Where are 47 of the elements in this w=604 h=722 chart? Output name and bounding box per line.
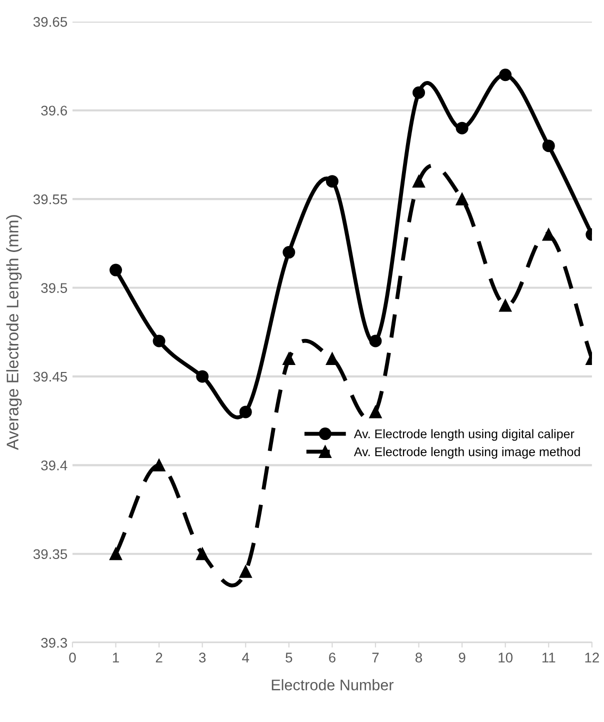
y-tick-label: 39.35 xyxy=(33,549,68,560)
legend-label: Av. Electrode length using digital caliper xyxy=(354,429,574,441)
y-tick-label: 39.45 xyxy=(33,372,68,382)
y-tick-label: 39.6 xyxy=(41,106,68,116)
x-tick-label: 11 xyxy=(542,652,556,662)
x-tick-label: 1 xyxy=(112,652,119,662)
point xyxy=(326,352,338,365)
x-tick-label: 3 xyxy=(199,652,206,663)
point xyxy=(499,68,512,82)
point xyxy=(542,228,555,241)
point xyxy=(152,458,166,472)
point xyxy=(282,352,296,365)
point xyxy=(196,548,209,560)
x-axis-title: Electrode Number xyxy=(272,679,394,690)
point xyxy=(239,406,252,418)
y-tick-label: 39.4 xyxy=(41,460,68,470)
x-tick-label: 0 xyxy=(69,652,76,663)
x-tick-label: 6 xyxy=(329,652,336,663)
point xyxy=(456,122,468,134)
y-tick-label: 39.65 xyxy=(33,16,68,27)
x-tick-label: 7 xyxy=(372,652,379,662)
point xyxy=(152,334,166,348)
point xyxy=(456,192,468,206)
x-tick-label: 8 xyxy=(416,652,422,663)
x-tick-label: 2 xyxy=(156,652,162,662)
x-tick-label: 4 xyxy=(242,652,250,662)
x-tick-label: 12 xyxy=(585,652,599,662)
x-tick-label: 10 xyxy=(498,652,513,663)
point xyxy=(499,299,512,312)
point xyxy=(412,175,426,188)
point xyxy=(369,334,382,348)
legend-label: Av. Electrode length using image method xyxy=(354,447,580,459)
point xyxy=(412,86,426,99)
point xyxy=(196,370,209,383)
point xyxy=(542,140,555,152)
point xyxy=(369,406,382,418)
y-tick-label: 39.3 xyxy=(41,638,68,648)
x-tick-label: 9 xyxy=(458,652,466,663)
point xyxy=(110,264,122,276)
point xyxy=(110,548,122,560)
y-tick-label: 39.5 xyxy=(41,283,68,293)
point xyxy=(282,246,296,259)
point xyxy=(326,175,338,188)
x-tick-label: 5 xyxy=(286,652,292,663)
y-tick-label: 39.55 xyxy=(33,194,68,204)
y-axis-title: Average Electrode Length (mm) xyxy=(6,215,22,450)
point xyxy=(239,565,252,578)
